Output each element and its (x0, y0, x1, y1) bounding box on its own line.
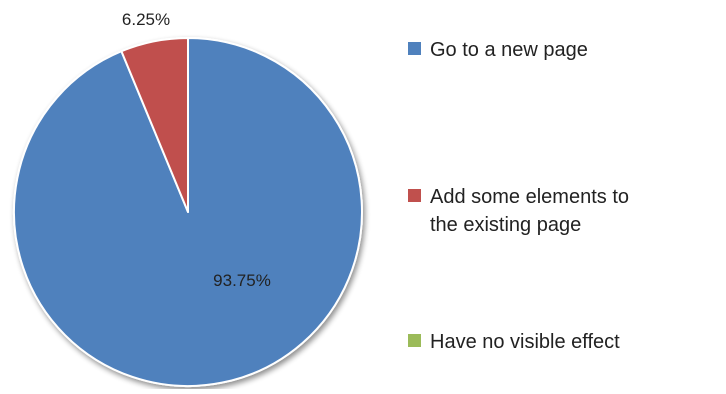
legend-swatch-1 (408, 189, 421, 202)
legend-entry-0: Go to a new page (408, 39, 588, 61)
legend-label-1: Add some elements to the existing page (430, 186, 629, 236)
legend-label-0: Go to a new page (430, 39, 588, 61)
data-label-0: 93.75% (213, 271, 271, 290)
pie-slice-1 (120, 37, 189, 213)
legend-swatch-2 (408, 334, 421, 347)
legend-swatch-0 (408, 42, 421, 55)
legend-entry-1: Add some elements to the existing page (408, 186, 629, 236)
legend: Go to a new page Add some elements to the … (408, 39, 629, 353)
legend-entry-2: Have no visible effect (408, 331, 620, 353)
pie-slices (13, 37, 363, 387)
legend-label-2: Have no visible effect (430, 331, 620, 353)
data-label-1: 6.25% (122, 10, 170, 29)
pie-data-labels: 93.75% 6.25% (122, 10, 271, 290)
